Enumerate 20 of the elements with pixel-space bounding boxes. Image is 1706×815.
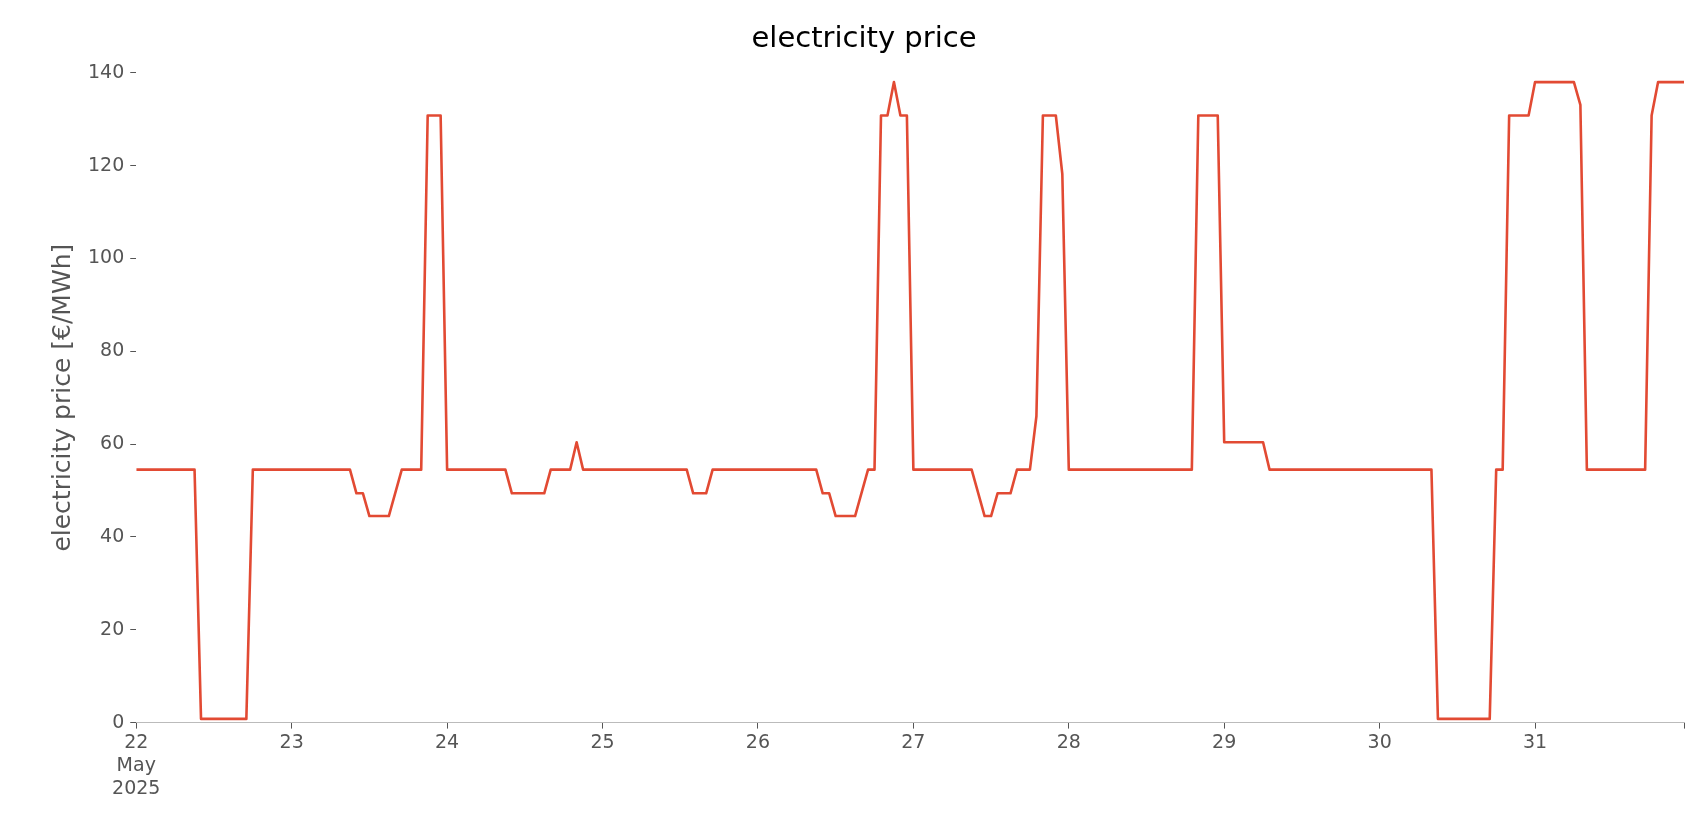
x-tick-label: 23	[279, 729, 304, 752]
y-tick-label: 80	[100, 338, 125, 361]
y-tick-label: 40	[100, 523, 125, 546]
x-tick-label: 22 May 2025	[112, 729, 161, 798]
y-tick-label: 0	[112, 709, 125, 732]
y-tick-label: 20	[100, 616, 125, 639]
x-tick-label: 26	[745, 729, 771, 752]
chart-title: electricity price	[751, 19, 977, 54]
x-tick-label: 24	[435, 729, 460, 752]
y-axis-title: electricity price [€/MWh]	[46, 243, 76, 552]
x-tick-label: 29	[1212, 729, 1237, 752]
x-tick-label: 30	[1367, 729, 1392, 752]
x-tick-label: 27	[901, 729, 926, 752]
x-tick-label: 31	[1522, 729, 1548, 752]
y-tick-label: 100	[88, 245, 125, 268]
x-tick-label: 28	[1056, 729, 1081, 752]
y-tick-label: 60	[100, 431, 125, 454]
y-tick-label: 120	[88, 152, 125, 175]
x-tick-label: 25	[590, 729, 615, 752]
y-tick-label: 140	[88, 59, 125, 82]
